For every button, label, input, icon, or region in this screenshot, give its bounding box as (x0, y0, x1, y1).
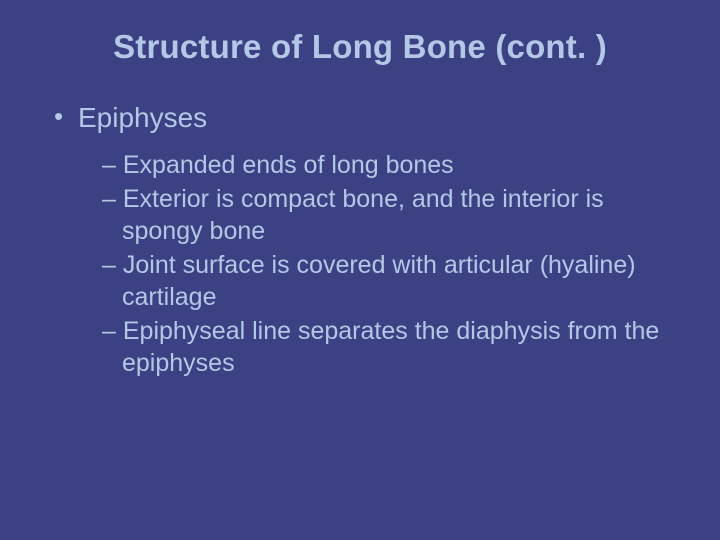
sub-bullet-list: Expanded ends of long bones Exterior is … (50, 149, 670, 379)
bullet-l1-text: Epiphyses (78, 102, 207, 133)
bullet-level-1: Epiphyses (50, 100, 670, 135)
bullet-level-2: Joint surface is covered with articular … (102, 249, 670, 313)
bullet-level-2: Epiphyseal line separates the diaphysis … (102, 315, 670, 379)
slide-title: Structure of Long Bone (cont. ) (50, 28, 670, 66)
slide: Structure of Long Bone (cont. ) Epiphyse… (0, 0, 720, 540)
bullet-level-2: Expanded ends of long bones (102, 149, 670, 181)
bullet-level-2: Exterior is compact bone, and the interi… (102, 183, 670, 247)
